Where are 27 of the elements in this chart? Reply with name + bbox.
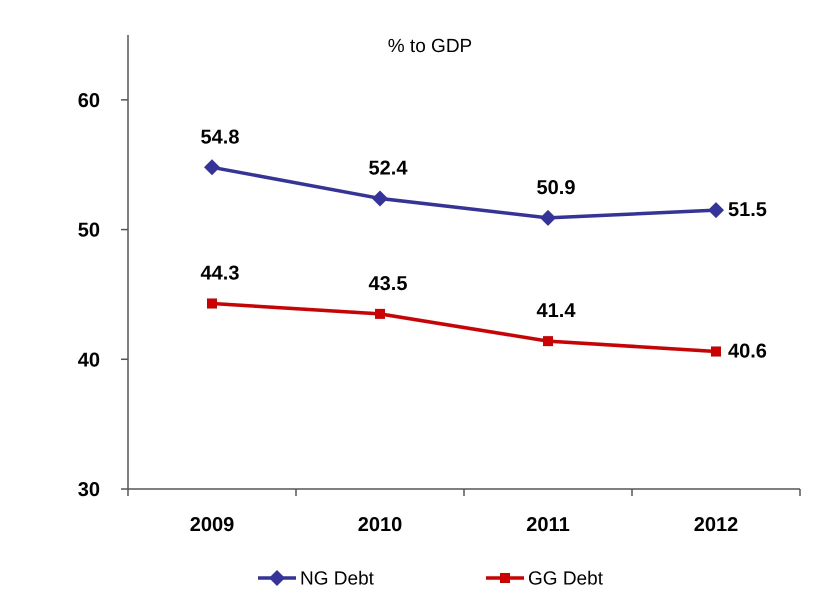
data-label: 41.4 — [536, 300, 576, 322]
data-label: 50.9 — [536, 176, 576, 199]
x-tick-label: 2010 — [358, 514, 402, 536]
data-label: 52.4 — [368, 157, 408, 180]
legend-label: GG Debt — [528, 568, 604, 590]
point — [372, 190, 388, 206]
y-tick-label: 60 — [78, 90, 100, 112]
x-tick-label: 2009 — [190, 514, 234, 536]
point — [708, 202, 724, 218]
chart-title: % to GDP — [388, 36, 472, 57]
point — [711, 346, 721, 357]
y-tick-label: 30 — [78, 479, 100, 501]
point — [207, 298, 217, 309]
point — [204, 159, 220, 176]
data-label: 40.6 — [728, 340, 767, 363]
data-label: 43.5 — [368, 272, 408, 295]
point — [375, 308, 385, 319]
data-label: 51.5 — [728, 199, 767, 222]
y-tick-label: 40 — [78, 349, 100, 372]
point — [543, 336, 553, 346]
y-tick-label: 50 — [78, 220, 100, 242]
x-tick-label: 2012 — [694, 514, 738, 536]
legend-label: NG Debt — [300, 568, 375, 590]
point — [540, 210, 556, 226]
data-label: 44.3 — [200, 262, 240, 285]
x-tick-label: 2011 — [526, 514, 570, 536]
data-label: 54.8 — [200, 126, 240, 148]
